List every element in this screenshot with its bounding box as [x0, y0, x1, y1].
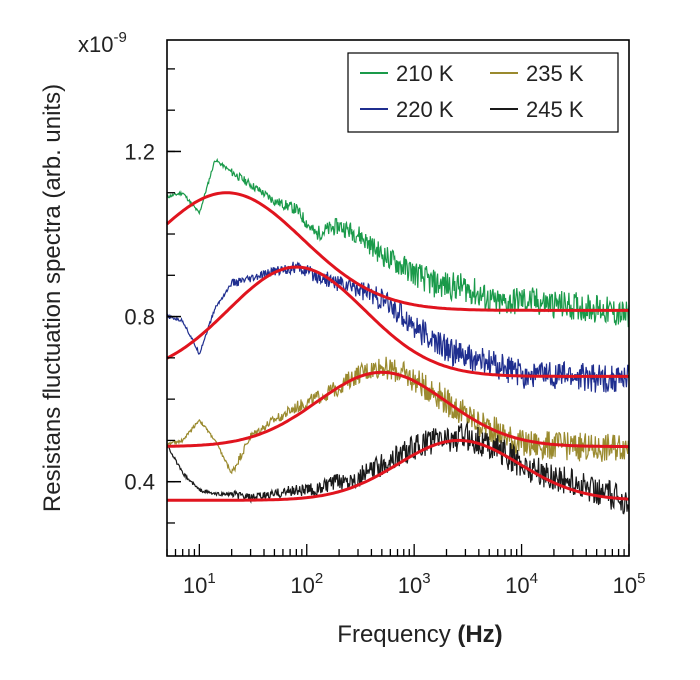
series-line-220k [166, 261, 630, 393]
fit-curve-layer [166, 191, 630, 502]
series-layer [166, 157, 630, 515]
x-tick-label: 102 [290, 570, 323, 598]
x-tick-label: 101 [183, 570, 216, 598]
x-tick-label: 104 [505, 570, 538, 598]
legend-label: 245 K [526, 97, 584, 122]
legend: 210 K 235 K 220 K 245 K [347, 52, 619, 133]
legend-label: 235 K [526, 61, 584, 86]
y-tick-label: 0.8 [124, 305, 155, 330]
fit-curve-245k [167, 438, 630, 502]
legend-label: 220 K [396, 97, 454, 122]
legend-label: 210 K [396, 61, 454, 86]
y-axis-ticks: 0.4 0.8 1.2 [124, 68, 181, 524]
fit-curve-220k [166, 265, 629, 378]
x-axis-ticks: 101 102 103 104 105 [166, 544, 646, 598]
legend-box [347, 52, 619, 133]
x-tick-label: 105 [613, 570, 646, 598]
y-axis-title: Resistans fluctuation spectra (arb. unit… [39, 84, 66, 512]
x-axis-title: Frequency (Hz) [337, 621, 502, 648]
y-tick-label: 0.4 [124, 470, 155, 495]
series-line-210k [166, 157, 630, 328]
y-multiplier: x10-9 [78, 29, 127, 57]
fit-curve-235k [167, 370, 629, 449]
fit-curve-210k [166, 191, 629, 312]
x-tick-label: 103 [398, 570, 431, 598]
y-tick-label: 1.2 [124, 139, 155, 164]
